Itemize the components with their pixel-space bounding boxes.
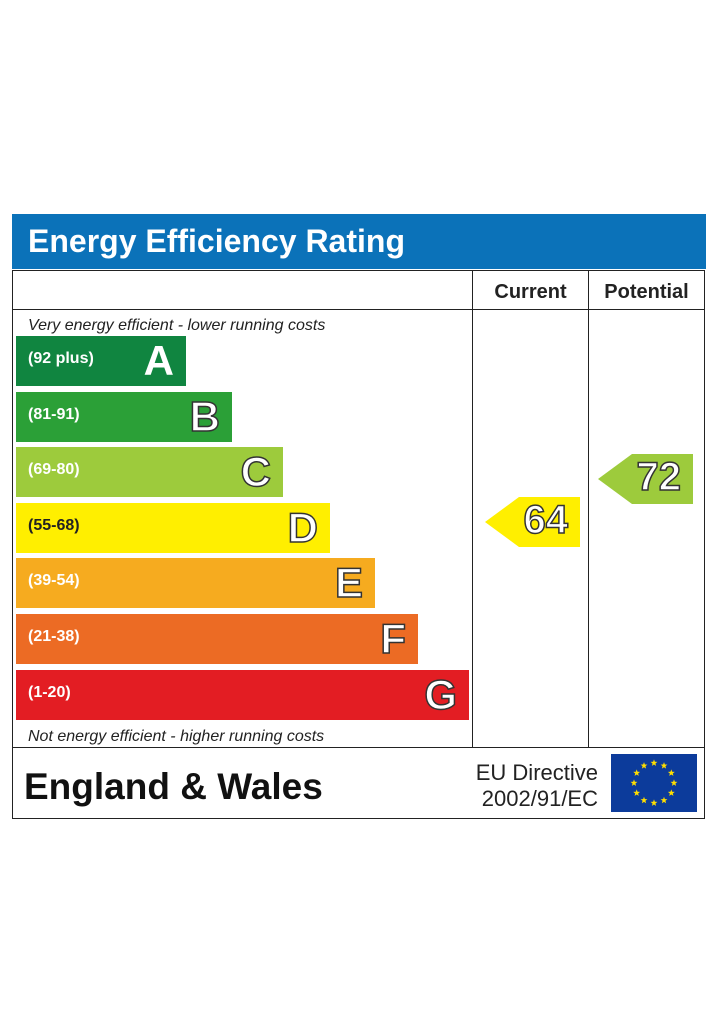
potential-rating-value: 72 [636,454,682,500]
band-letter-f: F [380,614,407,663]
band-letter-c: C [240,447,272,496]
directive-line1: EU Directive [475,760,598,785]
flag-star [670,779,678,786]
current-column-divider [472,270,473,748]
band-range-b: (81-91) [28,405,80,423]
current-header: Current [494,281,567,303]
current-rating-arrow: 64 [485,497,580,548]
potential-header: Potential [604,281,689,303]
band-range-c: (69-80) [28,461,80,479]
band-d: (55-68) D [16,502,330,553]
flag-star [630,779,638,786]
chart-title: Energy Efficiency Rating [28,223,405,259]
footer-directive: EU Directive 2002/91/EC [476,760,598,812]
band-letter-a: A [143,337,174,384]
flag-star [667,769,675,776]
note-bottom: Not energy efficient - higher running co… [28,728,325,745]
band-c: (69-80) C [16,447,283,498]
flag-star [650,799,658,806]
flag-star [640,762,648,769]
band-range-a: (92 plus) [28,350,94,367]
potential-column-divider [588,270,589,748]
band-b: (81-91) B [16,391,232,442]
band-range-d: (55-68) [28,516,80,534]
flag-star [640,796,648,804]
band-letter-g: G [424,670,458,719]
band-range-g: (1-20) [28,683,71,701]
band-range-e: (39-54) [28,572,80,590]
band-e: (39-54) E [16,558,375,609]
flag-star [633,789,641,796]
flag-star [667,789,675,796]
band-g: (1-20) G [16,669,469,720]
band-f: (21-38) F [16,614,418,664]
title-bar: Energy Efficiency Rating [12,214,706,269]
flag-star [660,762,668,769]
current-rating-value: 64 [523,497,569,543]
band-letter-e: E [334,559,364,608]
flag-star [660,796,668,804]
flag-star [633,769,641,776]
note-top: Very energy efficient - lower running co… [28,317,326,334]
band-a: (92 plus) A [16,336,186,386]
epc-chart: Energy Efficiency Rating Current Potenti… [12,214,706,820]
footer-region: England & Wales [24,766,323,807]
eu-flag-icon [611,754,697,812]
footer: England & Wales EU Directive 2002/91/EC [12,747,705,819]
band-letter-b: B [189,392,221,441]
header-divider [12,309,705,310]
directive-line2: 2002/91/EC [481,786,598,811]
band-letter-d: D [287,503,319,552]
flag-star [650,759,658,766]
band-range-f: (21-38) [28,628,80,645]
